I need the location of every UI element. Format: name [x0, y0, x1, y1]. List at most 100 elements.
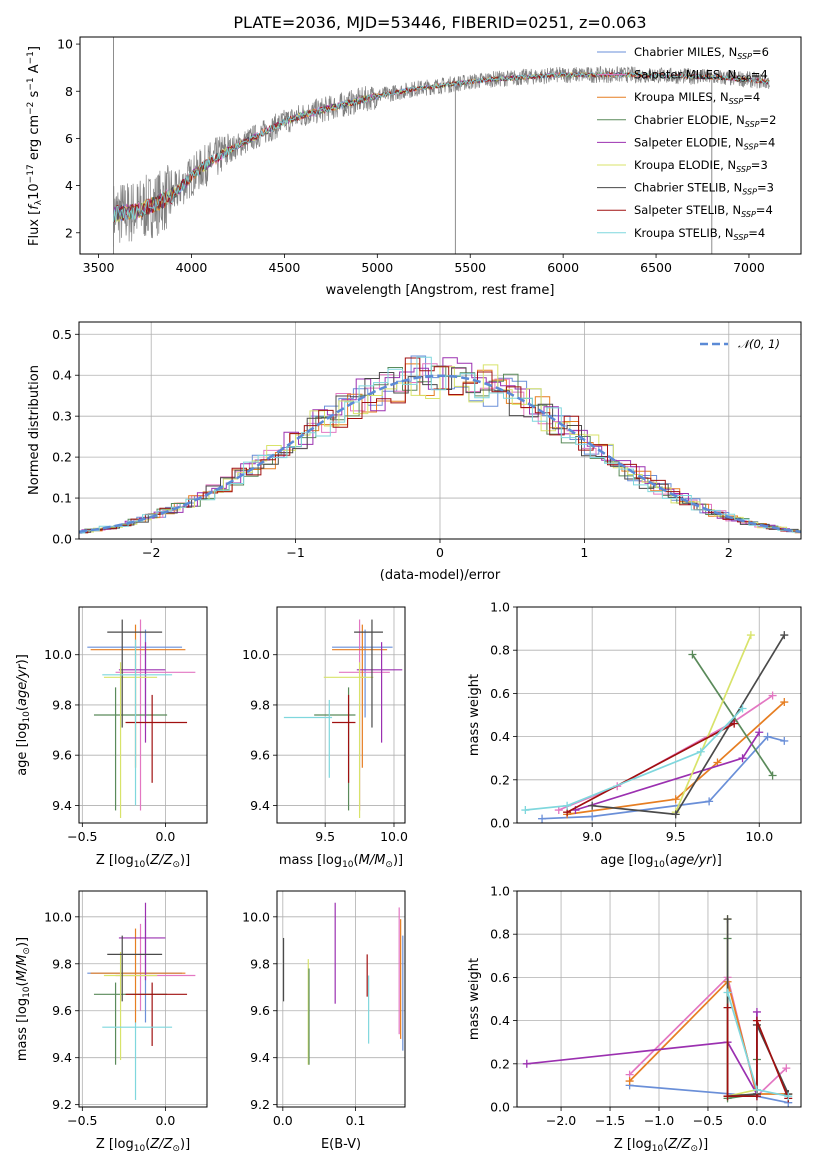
spectrum-xtick-label-2: 4500 — [269, 260, 301, 275]
mass_weight_vs_age-series-marker-2-3 — [780, 698, 789, 707]
mass_weight_vs_age-frame — [516, 606, 802, 824]
mass_vs_Z-ytick-label-0: 9.2 — [52, 1097, 72, 1112]
spectrum-ytick-label-3: 8 — [65, 84, 73, 99]
mass-vs-metallicity-panel: −0.5 0.0 9.2 9.4 9.6 9.8 10.0 Z [log10(Z/Z⊙)] ma… — [15, 890, 208, 1154]
residuals-y-axis-label: Normed distribution — [27, 365, 42, 495]
mass_weight_vs_age-series-marker-0-2 — [705, 797, 714, 806]
spectrum-y-axis-label: Flux [fλ10−17 erg cm−2 s−1 A−1] — [26, 46, 44, 246]
mass_weight_vs_Z-series-marker-1-3 — [782, 1064, 791, 1073]
mass-weight-vs-metallicity-y-axis-label: mass weight — [467, 958, 482, 1040]
legend-entry-7: Salpeter STELIB, NSSP=4 — [634, 203, 773, 219]
mass_weight_vs_age-series-marker-8-3 — [738, 704, 747, 713]
mass_vs_Z-ytick-label-2: 9.6 — [52, 1003, 72, 1018]
mass_weight_vs_age-series-line-7 — [566, 722, 735, 813]
mass_vs_Z-xtick-label-1: 0.0 — [155, 1113, 175, 1128]
mass-weight-vs-metallicity-x-axis-label: Z [log10(Z/Z⊙)] — [614, 1137, 708, 1154]
age_vs_mass-frame-group: 9.5 10.0 9.4 9.6 9.8 10.0 mass [log10(M/M⊙)] — [242, 606, 408, 870]
observed-spectrum-line — [113, 66, 770, 247]
age_vs_mass-ytick-label-1: 9.6 — [250, 748, 270, 763]
spectrum-xtick-label-4: 5500 — [454, 260, 486, 275]
mass_weight_vs_age-series-marker-7-1 — [730, 719, 739, 728]
age_vs_Z-xtick-label-1: 0.0 — [155, 829, 175, 844]
mass_weight_vs_Z-series-marker-4-3 — [752, 1007, 761, 1016]
age_vs_mass-ytick-label-0: 9.4 — [250, 798, 270, 813]
residuals-ytick-label-0: 0.0 — [52, 532, 72, 547]
age_vs_mass-frame — [276, 606, 406, 824]
spectrum-xtick-label-1: 4000 — [176, 260, 208, 275]
mass_weight_vs_age-ytick-label-0: 0.0 — [490, 816, 510, 831]
residuals-xtick-label-1: −1 — [286, 545, 304, 560]
mass_vs_EBV-xtick-label-1: 0.1 — [346, 1113, 366, 1128]
mass_weight_vs_Z-xtick-label-4: 0.0 — [747, 1113, 767, 1128]
spectrum-xtick-label-0: 3500 — [83, 260, 115, 275]
mass_weight_vs_age-series-marker-0-3 — [763, 732, 772, 741]
mass_weight_vs_age-series-marker-5-1 — [746, 631, 755, 640]
mass_weight_vs_Z-series-marker-6-0 — [723, 915, 732, 924]
age_vs_Z-plot-area — [87, 619, 196, 818]
age_vs_Z-frame — [78, 606, 208, 824]
residuals-xtick-label-2: 0 — [436, 545, 444, 560]
residuals-frame-group: −2 −1 0 1 2 0.0 0.1 0.2 0.3 0.4 0.5 𝒩(0, 1) (data-mo… — [27, 321, 802, 583]
age-vs-mass-panel: 9.5 10.0 9.4 9.6 9.8 10.0 mass [log10(M/M⊙)] — [242, 606, 408, 870]
residual-histogram-8 — [79, 356, 801, 539]
mass-weight-vs-age-y-axis-label: mass weight — [467, 674, 482, 756]
mass_weight_vs_age-series-marker-6-2 — [780, 631, 789, 640]
mass-vs-metallicity-x-axis-label: Z [log10(Z/Z⊙)] — [96, 1137, 190, 1154]
mass_vs_EBV-ytick-label-2: 9.6 — [250, 1003, 270, 1018]
mass-vs-ebv-panel: 0.0 0.1 9.2 9.4 9.6 9.8 10.0 E(B-V) — [242, 890, 406, 1152]
residuals-ytick-label-2: 0.2 — [52, 450, 72, 465]
legend-entry-3: Chabrier ELODIE, NSSP=2 — [634, 113, 776, 129]
age-vs-metallicity-x-axis-label: Z [log10(Z/Z⊙)] — [96, 853, 190, 870]
mass_weight_vs_Z-xtick-label-0: −2.0 — [546, 1113, 576, 1128]
mass_weight_vs_age-series-marker-6-0 — [588, 801, 597, 810]
mass_vs_Z-ytick-label-4: 10.0 — [44, 909, 72, 924]
mass_weight_vs_Z-series-marker-8-1 — [752, 1085, 761, 1094]
mass_weight_vs_age-ytick-label-5: 1.0 — [490, 600, 510, 615]
mass_weight_vs_Z-ytick-label-2: 0.4 — [490, 1013, 510, 1028]
mass_weight_vs_age-series-marker-0-1 — [588, 812, 597, 821]
age_vs_mass-xtick-label-1: 10.0 — [380, 829, 408, 844]
residuals-xtick-label-3: 1 — [580, 545, 588, 560]
mass_weight_vs_Z-series-marker-4-0 — [522, 1059, 531, 1068]
spectrum-panel: 3500 4000 4500 5000 5500 6000 6500 7000 2 4 6 8 10 Ch… — [26, 36, 802, 298]
age_vs_Z-ytick-label-1: 9.6 — [52, 748, 72, 763]
mass-weight-vs-metallicity-panel: −2.0 −1.5 −1.0 −0.5 0.0 0.0 0.2 0.4 0.6 0.8 1.0 Z [… — [467, 884, 802, 1154]
residuals-xtick-label-4: 2 — [725, 545, 733, 560]
mass_weight_vs_Z-ytick-label-0: 0.0 — [490, 1100, 510, 1115]
age_vs_Z-ytick-label-2: 9.8 — [52, 697, 72, 712]
mass-weight-vs-age-x-axis-label: age [log10(age/yr)] — [600, 853, 722, 870]
mass_weight_vs_age-xtick-label-2: 10.0 — [745, 829, 773, 844]
mass_vs_EBV-ytick-label-1: 9.4 — [250, 1050, 270, 1065]
mass_weight_vs_age-ytick-label-3: 0.6 — [490, 686, 510, 701]
spectrum-xtick-label-3: 5000 — [361, 260, 393, 275]
spectrum-xtick-label-5: 6000 — [547, 260, 579, 275]
mass_weight_vs_age-series-marker-3-1 — [768, 771, 777, 780]
spectrum-frame-group: 3500 4000 4500 5000 5500 6000 6500 7000 2 4 6 8 10 Ch… — [26, 36, 802, 298]
mass_weight_vs_age-ytick-label-2: 0.4 — [490, 729, 510, 744]
mass_weight_vs_age-ytick-label-1: 0.2 — [490, 772, 510, 787]
mass_weight_vs_Z-xtick-label-2: −1.0 — [644, 1113, 674, 1128]
mass_weight_vs_age-series-line-8 — [525, 707, 744, 811]
spectrum-xtick-label-7: 7000 — [733, 260, 765, 275]
mass_weight_vs_age-xtick-label-1: 9.5 — [666, 829, 686, 844]
mass_weight_vs_Z-series-marker-2-0 — [625, 1077, 634, 1086]
mass_weight_vs_age-series-marker-8-0 — [521, 806, 530, 815]
mass_weight_vs_Z-plot-area — [522, 915, 793, 1107]
mass-vs-ebv-x-axis-label: E(B-V) — [321, 1137, 361, 1152]
age_vs_Z-ytick-label-3: 10.0 — [44, 647, 72, 662]
model-spectrum-line-8 — [112, 72, 770, 223]
mass_vs_EBV-frame — [276, 890, 406, 1108]
age_vs_mass-plot-area — [283, 619, 403, 818]
mass_vs_Z-xtick-label-0: −0.5 — [67, 1113, 97, 1128]
legend-entry-4: Salpeter ELODIE, NSSP=4 — [634, 135, 775, 151]
normal-legend-label: 𝒩(0, 1) — [738, 337, 780, 351]
mass_weight_vs_age-series-marker-4-1 — [738, 754, 747, 763]
mass_weight_vs_age-series-marker-3-0 — [688, 650, 697, 659]
age_vs_Z-xtick-label-0: −0.5 — [67, 829, 97, 844]
age_vs_mass-xtick-label-0: 9.5 — [315, 829, 335, 844]
residuals-ytick-label-1: 0.1 — [52, 491, 72, 506]
mass_vs_EBV-ytick-label-3: 9.8 — [250, 956, 270, 971]
mass_weight_vs_Z-series-line-2 — [628, 980, 789, 1095]
spectrum-ytick-label-1: 4 — [65, 178, 73, 193]
